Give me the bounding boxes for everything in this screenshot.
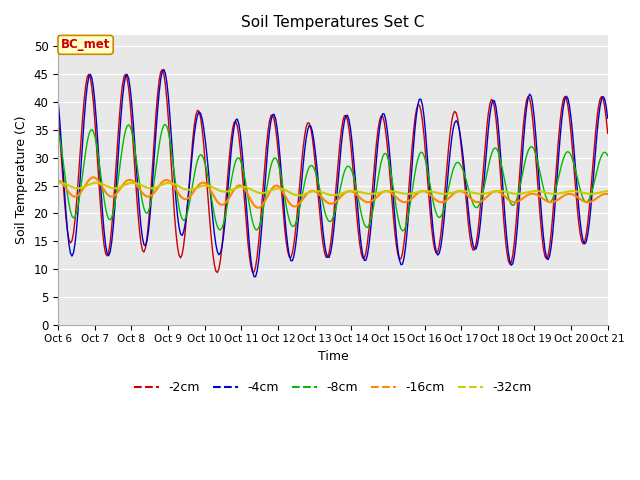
-32cm — [56, 180, 63, 186]
-32cm — [238, 184, 246, 190]
-2cm — [122, 72, 129, 77]
-32cm — [294, 192, 302, 198]
-8cm — [54, 127, 62, 133]
-2cm — [298, 161, 305, 167]
-2cm — [159, 67, 166, 72]
-4cm — [250, 274, 258, 280]
-8cm — [220, 221, 227, 227]
-16cm — [247, 198, 255, 204]
-2cm — [604, 131, 612, 136]
-16cm — [238, 183, 246, 189]
-4cm — [122, 74, 129, 80]
Text: BC_met: BC_met — [61, 38, 110, 51]
-16cm — [298, 198, 305, 204]
-8cm — [247, 212, 255, 217]
-4cm — [220, 233, 227, 239]
-4cm — [576, 219, 584, 225]
-2cm — [239, 183, 247, 189]
-8cm — [296, 204, 304, 209]
-4cm — [298, 180, 305, 186]
-32cm — [220, 189, 227, 194]
-16cm — [220, 202, 227, 207]
Legend: -2cm, -4cm, -8cm, -16cm, -32cm: -2cm, -4cm, -8cm, -16cm, -32cm — [129, 376, 537, 399]
Line: -8cm: -8cm — [58, 124, 608, 231]
-16cm — [255, 205, 262, 211]
-16cm — [576, 196, 584, 202]
-16cm — [54, 177, 62, 183]
-32cm — [54, 180, 62, 186]
-2cm — [214, 270, 221, 276]
-8cm — [161, 121, 169, 127]
-16cm — [123, 178, 131, 183]
-4cm — [247, 258, 255, 264]
-32cm — [576, 189, 584, 195]
-2cm — [249, 269, 257, 275]
-4cm — [160, 67, 168, 72]
-8cm — [604, 153, 612, 158]
-2cm — [54, 112, 62, 118]
Line: -4cm: -4cm — [58, 70, 608, 277]
-2cm — [576, 231, 584, 237]
-8cm — [576, 187, 584, 192]
-32cm — [123, 181, 131, 187]
-8cm — [122, 128, 129, 133]
-32cm — [604, 188, 612, 194]
Line: -32cm: -32cm — [58, 183, 608, 195]
-4cm — [238, 145, 246, 151]
Line: -2cm: -2cm — [58, 70, 608, 273]
-4cm — [54, 98, 62, 104]
Title: Soil Temperatures Set C: Soil Temperatures Set C — [241, 15, 424, 30]
-8cm — [399, 228, 406, 234]
Y-axis label: Soil Temperature (C): Soil Temperature (C) — [15, 116, 28, 244]
-2cm — [221, 209, 229, 215]
-16cm — [90, 174, 97, 180]
X-axis label: Time: Time — [317, 350, 348, 363]
-32cm — [247, 187, 255, 192]
-4cm — [604, 115, 612, 121]
Line: -16cm: -16cm — [58, 177, 608, 208]
-32cm — [298, 192, 305, 198]
-16cm — [604, 191, 612, 197]
-8cm — [238, 161, 246, 167]
